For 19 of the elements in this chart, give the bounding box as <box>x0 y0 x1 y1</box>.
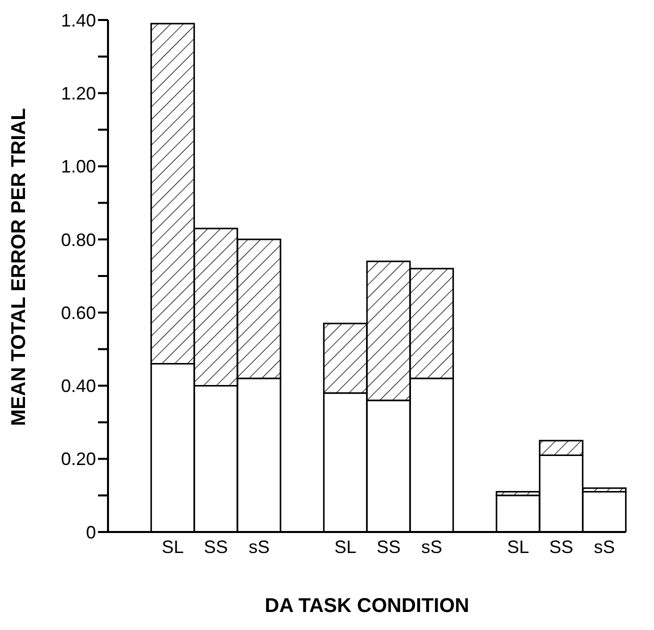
y-tick-label: 0.60 <box>60 302 96 323</box>
y-tick-label: 0.20 <box>60 449 96 470</box>
x-tick-label: SS <box>549 536 574 557</box>
x-axis-title: DA TASK CONDITION <box>264 595 470 617</box>
y-tick-label: 0.80 <box>60 230 96 250</box>
x-tick-label: SL <box>507 536 530 557</box>
y-tick-label: 1.40 <box>60 10 96 30</box>
y-tick-label: 0 <box>86 522 96 542</box>
y-tick-label: 0.40 <box>60 376 96 396</box>
x-tick-label: sS <box>421 536 442 557</box>
y-tick-label: 1.20 <box>60 84 96 104</box>
y-axis-title: MEAN TOTAL ERROR PER TRIAL <box>8 108 30 426</box>
y-tick-label: 1.00 <box>60 156 96 177</box>
x-tick-label: SL <box>334 536 356 557</box>
x-tick-label: sS <box>248 536 270 557</box>
x-tick-label: SS <box>376 536 401 557</box>
x-tick-label: SL <box>162 536 184 557</box>
x-tick-label: sS <box>594 536 615 557</box>
x-tick-label: SS <box>204 536 228 557</box>
